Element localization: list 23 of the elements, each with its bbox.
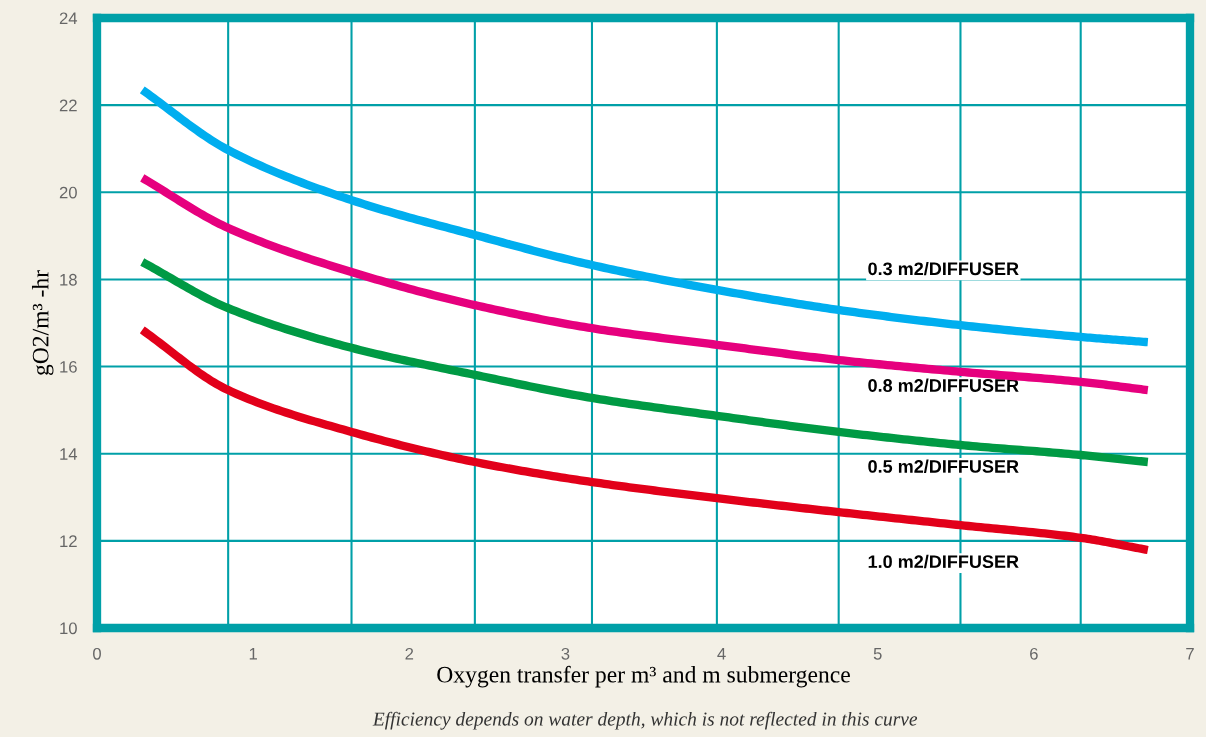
x-tick-label: 3 xyxy=(561,647,570,660)
y-tick-label: 22 xyxy=(59,99,77,112)
series-label: 0.8 m2/DIFFUSER xyxy=(868,378,1019,393)
text: Efficiency depends on water depth, which is not reflected in this curve xyxy=(372,711,918,730)
x-tick-label: 5 xyxy=(873,648,882,660)
y-tick-label: 14 xyxy=(60,448,78,460)
x-tick-label: 4 xyxy=(717,648,726,660)
x-tick-label: 1 xyxy=(249,648,257,660)
x-tick-label: 7 xyxy=(1186,648,1194,660)
y-tick-label: 18 xyxy=(60,273,77,286)
series-label: 1.0 m2/DIFFUSER xyxy=(868,554,1019,569)
x-tick-label: 2 xyxy=(405,647,414,660)
series-label: 0.5 m2/DIFFUSER xyxy=(868,459,1019,473)
y-tick-label: 24 xyxy=(59,12,78,25)
x-axis-title: Oxygen transfer per m³ and m submergence xyxy=(437,665,850,688)
y-tick-label: 16 xyxy=(60,360,77,373)
y-tick-label: 20 xyxy=(59,186,77,199)
y-axis-title: gO2/m³ -hr xyxy=(31,270,54,376)
text: 0.3 m2/DIFFUSER xyxy=(868,261,1019,276)
y-tick-label: 10 xyxy=(60,622,77,635)
x-tick-label: 0 xyxy=(93,647,101,660)
x-tick-label: 6 xyxy=(1030,647,1038,660)
y-tick-label: 12 xyxy=(60,535,77,547)
